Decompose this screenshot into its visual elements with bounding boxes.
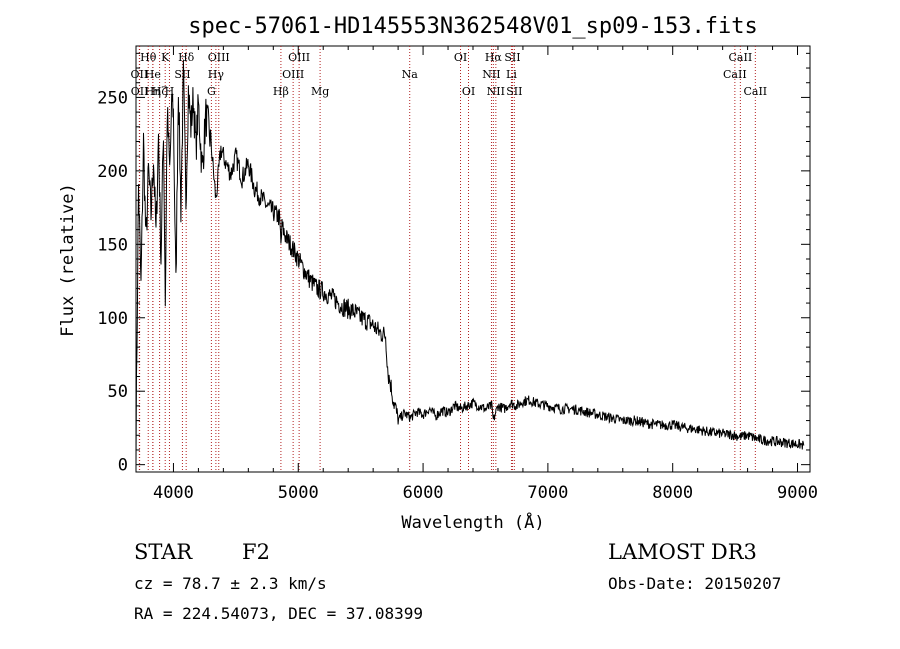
line-label-19: OI (462, 85, 475, 98)
line-label-25: SII (506, 85, 522, 98)
line-label-1: OII (131, 68, 149, 81)
line-label-5: Hζ (152, 85, 168, 98)
line-label-8: Hδ (178, 51, 195, 64)
line-label-7: H (165, 85, 175, 98)
line-label-17: Na (402, 68, 419, 81)
plot-frame (135, 45, 811, 473)
line-label-23: SII (504, 51, 520, 64)
x-axis-ticks: 4000 5000 6000 7000 8000 9000 (153, 46, 818, 503)
flux-series-line (135, 59, 805, 464)
y-tick-label-2: 100 (97, 309, 128, 329)
y-tick-label-0: 0 (118, 456, 128, 476)
line-label-15: OIII (288, 51, 310, 64)
x-tick-label-1: 5000 (278, 483, 319, 503)
object-type: STAR (134, 540, 193, 564)
line-label-12: G (207, 85, 216, 98)
y-tick-label-4: 200 (97, 162, 128, 182)
x-tick-label-5: 9000 (777, 483, 818, 503)
y-axis-ticks: 0 50 100 150 200 250 (97, 52, 810, 476)
line-label-24: Li (506, 68, 517, 81)
line-label-10: OIII (208, 51, 230, 64)
line-label-4: Hη (145, 85, 161, 98)
line-label-2: He (145, 68, 161, 81)
line-label-6: K (161, 51, 170, 64)
y-tick-label-5: 250 (97, 88, 128, 108)
line-label-16: Mg (311, 85, 329, 98)
line-label-11: Hγ (208, 68, 225, 81)
velocity-readout: cz = 78.7 ± 2.3 km/s (134, 574, 327, 593)
chart-title: spec-57061-HD145553N362548V01_sp09-153.f… (188, 14, 758, 39)
line-label-18: OI (454, 51, 467, 64)
x-tick-label-2: 6000 (403, 483, 444, 503)
line-label-9: SII (174, 68, 190, 81)
y-tick-label-1: 50 (108, 382, 128, 402)
x-tick-label-4: 8000 (652, 483, 693, 503)
line-label-20: Hα (485, 51, 503, 64)
spectral-subclass: F2 (242, 540, 270, 564)
line-label-14: OIII (282, 68, 304, 81)
x-tick-label-0: 4000 (153, 483, 194, 503)
line-label-0: Hθ (140, 51, 157, 64)
y-axis-label: Flux (relative) (58, 183, 78, 337)
line-label-28: CaII (743, 85, 767, 98)
line-label-21: NII (482, 68, 500, 81)
line-label-3: OII (131, 85, 149, 98)
x-axis-label: Wavelength (Å) (401, 511, 544, 533)
obs-date: Obs-Date: 20150207 (608, 574, 782, 593)
coordinates: RA = 224.54073, DEC = 37.08399 (134, 604, 423, 623)
line-label-26: CaII (729, 51, 753, 64)
emission-line-markers (138, 46, 756, 472)
y-tick-label-3: 150 (97, 235, 128, 255)
survey-name: LAMOST DR3 (608, 540, 757, 564)
line-label-27: CaII (723, 68, 747, 81)
x-tick-label-3: 7000 (527, 483, 568, 503)
line-label-13: Hβ (273, 85, 289, 98)
line-label-22: NII (487, 85, 505, 98)
